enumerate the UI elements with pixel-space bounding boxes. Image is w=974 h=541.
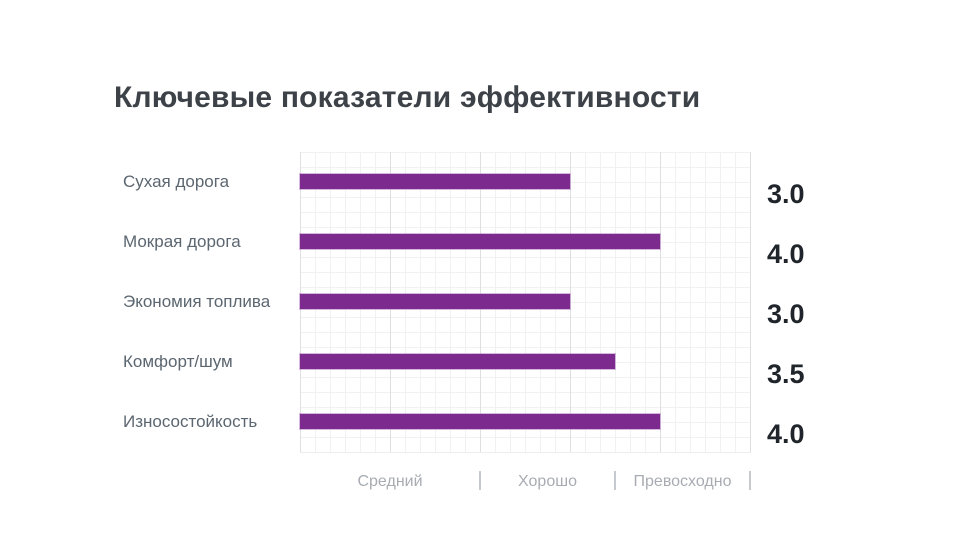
x-axis-tick-separator — [479, 471, 481, 490]
bar-row — [300, 392, 750, 452]
bar-row — [300, 212, 750, 272]
bar-row — [300, 332, 750, 392]
x-axis-tick-separator — [749, 471, 751, 490]
bar — [300, 234, 660, 249]
x-axis-band-label: Превосходно — [633, 473, 732, 490]
x-axis: Средний Хорошо Превосходно — [300, 452, 751, 504]
x-axis-band-label: Хорошо — [518, 473, 577, 490]
bar-row — [300, 272, 750, 332]
plot-area — [300, 152, 751, 453]
chart-title: Ключевые показатели эффективности — [114, 81, 701, 114]
value-labels-column: 3.0 4.0 3.0 3.5 4.0 — [767, 152, 837, 452]
category-label: Экономия топлива — [123, 292, 271, 311]
value-label: 4.0 — [767, 238, 805, 269]
bar — [300, 354, 615, 369]
bar — [300, 294, 570, 309]
value-label: 3.0 — [767, 298, 805, 329]
value-label: 4.0 — [767, 418, 805, 449]
category-label: Износостойкость — [123, 412, 258, 431]
value-label: 3.5 — [767, 358, 805, 389]
x-axis-band-label: Средний — [357, 473, 423, 490]
x-axis-tick-separator — [614, 471, 616, 490]
category-label: Сухая дорога — [123, 172, 230, 191]
bar-row — [300, 152, 750, 212]
category-label: Комфорт/шум — [123, 352, 233, 371]
category-label: Мокрая дорога — [123, 232, 241, 251]
category-labels-column: Сухая дорога Мокрая дорога Экономия топлив… — [123, 152, 295, 452]
value-label: 3.0 — [767, 178, 805, 209]
bar — [300, 414, 660, 429]
bar — [300, 174, 570, 189]
